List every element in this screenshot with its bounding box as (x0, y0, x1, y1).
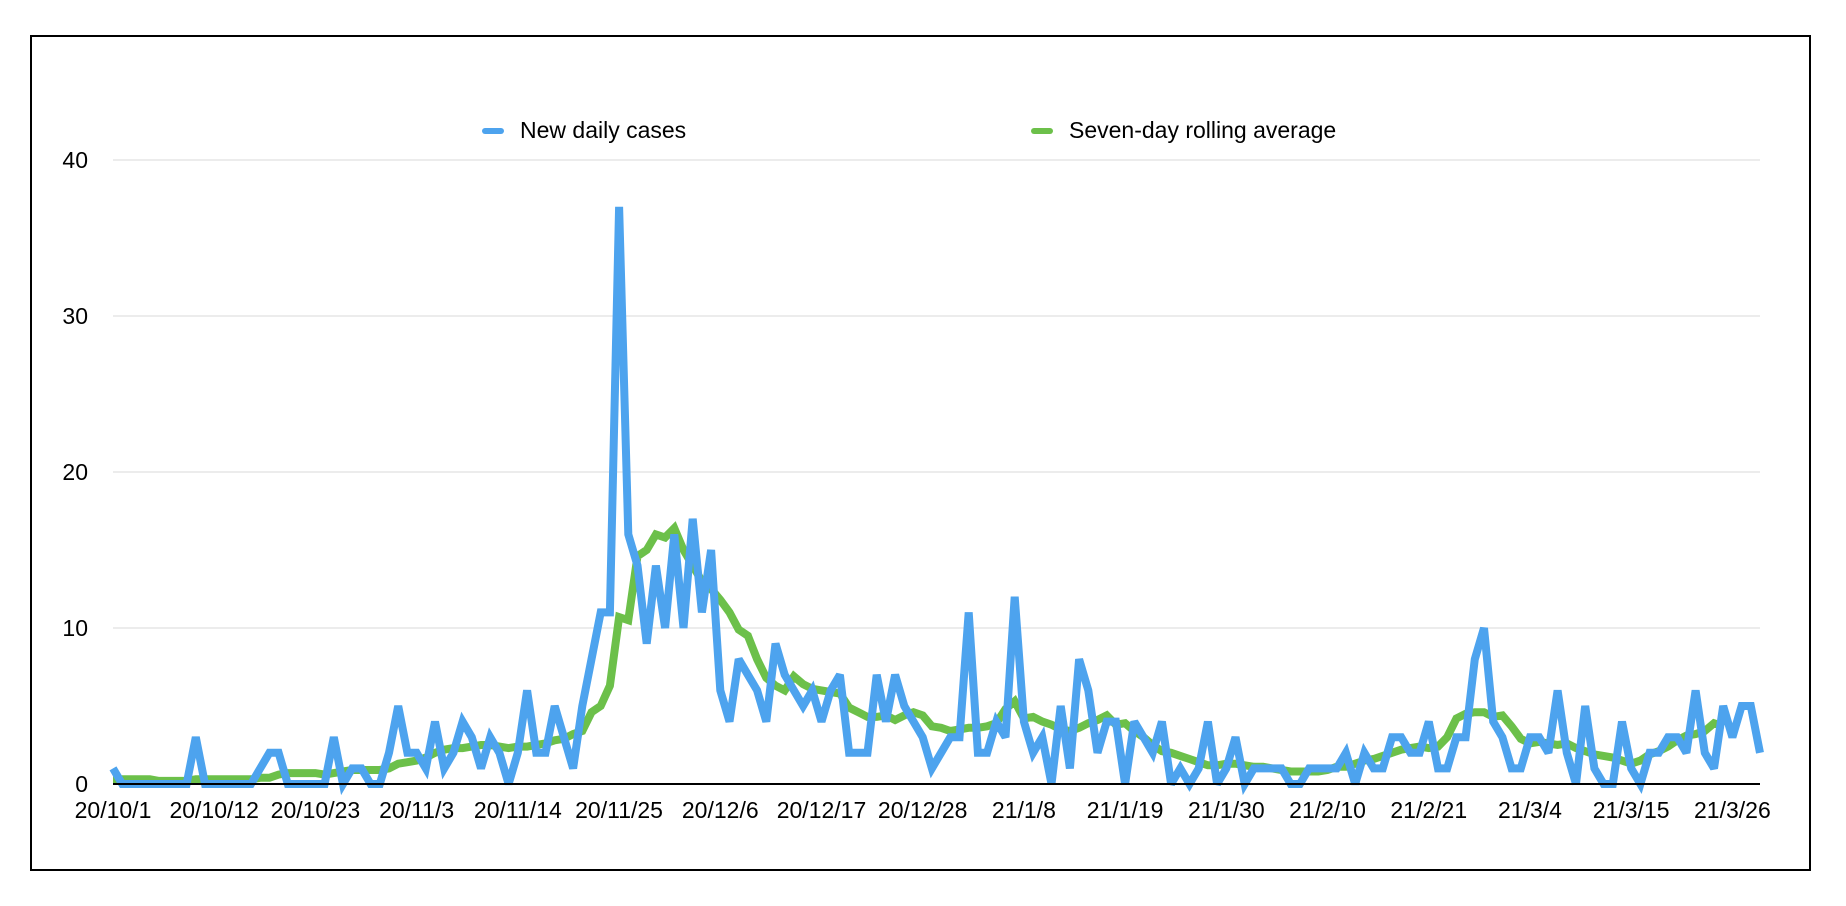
series-line-new-daily-cases (109, 206, 1764, 796)
legend-item-new-daily-cases: New daily cases (482, 117, 686, 144)
legend-item-seven-day-average: Seven-day rolling average (1031, 117, 1336, 144)
x-tick-label: 20/12/6 (682, 797, 759, 823)
series-line-seven-day-average (113, 521, 1725, 785)
x-tick-label: 20/12/28 (878, 797, 968, 823)
y-tick-label: 20 (62, 459, 88, 485)
x-tick-label: 20/11/3 (379, 797, 454, 823)
x-tick-label: 21/1/19 (1087, 797, 1164, 823)
y-tick-label: 40 (62, 147, 88, 173)
legend-swatch-seven-day-average (1031, 127, 1053, 134)
x-tick-label: 21/3/15 (1593, 797, 1670, 823)
x-tick-label: 20/11/14 (474, 797, 562, 823)
legend-label-new-daily-cases: New daily cases (520, 117, 687, 143)
x-tick-label: 20/10/1 (75, 797, 152, 823)
x-tick-label: 21/1/30 (1188, 797, 1265, 823)
x-tick-label: 21/2/10 (1289, 797, 1366, 823)
x-tick-label: 21/3/4 (1498, 797, 1562, 823)
x-tick-label: 20/12/17 (777, 797, 867, 823)
legend-label-seven-day-average: Seven-day rolling average (1069, 117, 1337, 143)
x-tick-label: 20/10/12 (169, 797, 259, 823)
x-tick-label: 21/3/26 (1694, 797, 1771, 823)
x-tick-label: 20/11/25 (575, 797, 663, 823)
x-tick-label: 21/2/21 (1390, 797, 1467, 823)
y-tick-label: 30 (62, 303, 88, 329)
legend-swatch-new-daily-cases (482, 127, 504, 134)
x-tick-label: 21/1/8 (992, 797, 1056, 823)
x-tick-label: 20/10/23 (271, 797, 361, 823)
y-tick-label: 10 (62, 615, 88, 641)
y-tick-label: 0 (75, 771, 88, 797)
